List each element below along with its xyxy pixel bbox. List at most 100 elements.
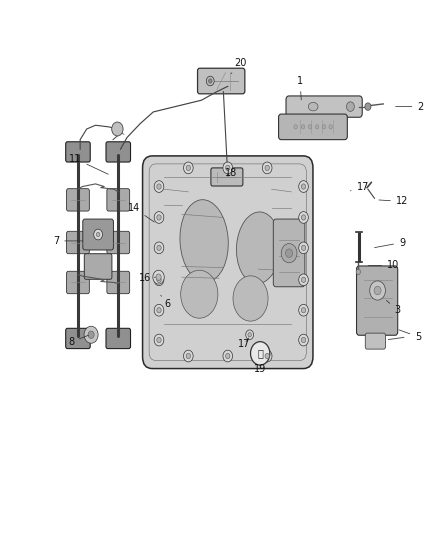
Text: 3: 3 — [386, 301, 401, 315]
Circle shape — [84, 326, 98, 343]
Circle shape — [294, 125, 297, 129]
Circle shape — [299, 242, 308, 254]
Circle shape — [301, 215, 306, 220]
Circle shape — [265, 353, 269, 359]
Circle shape — [157, 184, 161, 189]
FancyBboxPatch shape — [84, 254, 112, 279]
Ellipse shape — [233, 276, 268, 321]
FancyBboxPatch shape — [279, 114, 347, 140]
Circle shape — [262, 162, 272, 174]
Circle shape — [299, 334, 308, 346]
Circle shape — [154, 181, 164, 192]
Circle shape — [157, 337, 161, 343]
FancyBboxPatch shape — [67, 231, 89, 254]
Circle shape — [153, 270, 164, 284]
FancyBboxPatch shape — [198, 68, 245, 94]
Circle shape — [154, 274, 164, 286]
Circle shape — [308, 125, 312, 129]
Circle shape — [154, 304, 164, 316]
Circle shape — [156, 274, 161, 280]
Circle shape — [281, 244, 297, 263]
Circle shape — [154, 242, 164, 254]
Circle shape — [157, 215, 161, 220]
Circle shape — [186, 353, 191, 359]
Circle shape — [184, 350, 193, 362]
Text: 7: 7 — [53, 236, 83, 246]
Circle shape — [301, 337, 306, 343]
Circle shape — [301, 125, 305, 129]
Text: 8: 8 — [68, 335, 88, 347]
Text: ⓘ: ⓘ — [257, 349, 263, 358]
Ellipse shape — [180, 200, 228, 282]
FancyBboxPatch shape — [286, 96, 362, 117]
Text: 16: 16 — [139, 273, 155, 283]
Circle shape — [157, 308, 161, 313]
FancyBboxPatch shape — [83, 219, 113, 250]
Circle shape — [154, 334, 164, 346]
Text: 17: 17 — [238, 338, 251, 349]
Circle shape — [208, 79, 212, 83]
Text: 18: 18 — [225, 168, 237, 178]
Circle shape — [226, 353, 230, 359]
Circle shape — [251, 342, 270, 365]
FancyBboxPatch shape — [107, 271, 130, 294]
FancyBboxPatch shape — [106, 142, 131, 162]
FancyBboxPatch shape — [365, 333, 385, 349]
Text: 14: 14 — [127, 203, 154, 222]
FancyBboxPatch shape — [66, 328, 90, 349]
Circle shape — [301, 245, 306, 251]
FancyBboxPatch shape — [66, 142, 90, 162]
Text: 1: 1 — [297, 76, 303, 100]
Circle shape — [226, 165, 230, 171]
Text: 20: 20 — [231, 58, 246, 74]
Ellipse shape — [308, 102, 318, 111]
Circle shape — [88, 331, 94, 338]
Text: 10: 10 — [368, 261, 399, 270]
FancyBboxPatch shape — [143, 156, 313, 369]
Circle shape — [94, 229, 102, 240]
Circle shape — [286, 249, 293, 257]
Circle shape — [246, 330, 254, 340]
Circle shape — [299, 181, 308, 192]
Circle shape — [248, 333, 251, 337]
Text: 12: 12 — [379, 197, 408, 206]
FancyBboxPatch shape — [67, 271, 89, 294]
Text: 9: 9 — [374, 238, 405, 248]
Circle shape — [322, 125, 326, 129]
Circle shape — [112, 122, 123, 136]
Circle shape — [329, 125, 332, 129]
FancyBboxPatch shape — [67, 189, 89, 211]
Circle shape — [157, 245, 161, 251]
Text: 11: 11 — [69, 154, 108, 174]
FancyBboxPatch shape — [211, 168, 243, 186]
Circle shape — [356, 269, 360, 274]
Circle shape — [315, 125, 319, 129]
Circle shape — [301, 184, 306, 189]
Circle shape — [346, 102, 354, 111]
Circle shape — [370, 281, 385, 300]
Circle shape — [365, 103, 371, 110]
Text: 19: 19 — [254, 364, 266, 374]
Text: 6: 6 — [161, 295, 170, 309]
FancyBboxPatch shape — [357, 266, 398, 335]
Circle shape — [96, 232, 100, 237]
Circle shape — [186, 165, 191, 171]
Circle shape — [223, 162, 233, 174]
Circle shape — [299, 212, 308, 223]
Ellipse shape — [180, 270, 218, 318]
FancyBboxPatch shape — [107, 231, 130, 254]
FancyBboxPatch shape — [106, 328, 131, 349]
Circle shape — [223, 350, 233, 362]
FancyBboxPatch shape — [273, 219, 305, 287]
Circle shape — [374, 286, 381, 295]
Circle shape — [301, 277, 306, 282]
Circle shape — [206, 76, 214, 86]
Circle shape — [301, 308, 306, 313]
Circle shape — [265, 165, 269, 171]
Text: 5: 5 — [399, 330, 421, 342]
Circle shape — [154, 212, 164, 223]
Ellipse shape — [237, 212, 280, 284]
FancyBboxPatch shape — [107, 189, 130, 211]
Circle shape — [262, 350, 272, 362]
Circle shape — [299, 304, 308, 316]
